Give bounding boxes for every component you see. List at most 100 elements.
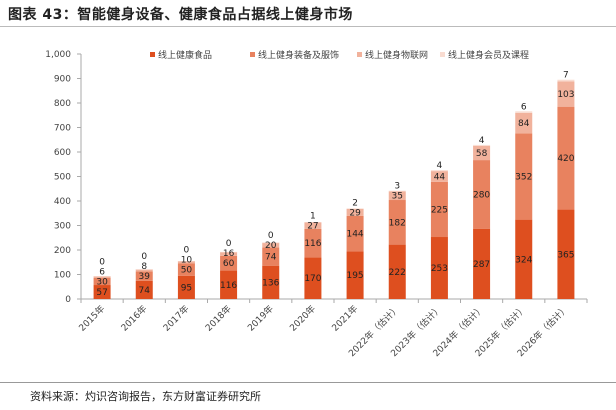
data-label: 182	[389, 218, 406, 228]
data-label: 4	[479, 136, 485, 146]
x-tick-label: 2021年	[329, 303, 360, 334]
bar-segment	[135, 271, 153, 281]
data-label: 352	[515, 173, 532, 183]
y-tick-label: 0	[65, 295, 71, 305]
data-label: 35	[392, 192, 403, 202]
bar-segment	[304, 222, 322, 223]
data-label: 74	[265, 253, 277, 263]
data-label: 287	[473, 260, 490, 270]
bar-segment	[262, 265, 280, 299]
bar-segment	[515, 112, 533, 134]
data-label: 365	[557, 250, 574, 260]
data-label: 0	[141, 252, 147, 262]
bar-segment	[430, 170, 448, 172]
data-label: 44	[434, 173, 446, 183]
x-tick-label: 2015年	[76, 303, 107, 334]
x-tick-label: 2016年	[118, 303, 149, 334]
data-label: 0	[99, 257, 105, 267]
y-tick-label: 600	[54, 148, 71, 158]
data-label: 6	[99, 267, 105, 277]
data-label: 420	[557, 154, 574, 164]
data-label: 3	[394, 182, 400, 192]
data-label: 60	[223, 259, 235, 269]
data-label: 57	[96, 288, 107, 298]
bar-segment	[557, 209, 575, 299]
y-tick-label: 900	[54, 75, 71, 85]
data-label: 30	[96, 277, 108, 287]
data-label: 170	[304, 274, 321, 284]
bar-segment	[262, 247, 280, 266]
bar-segment	[557, 81, 575, 107]
data-label: 280	[473, 190, 490, 200]
x-tick-label: 2020年	[287, 303, 318, 334]
data-label: 1	[310, 212, 316, 222]
data-label: 116	[220, 281, 237, 291]
stacked-bar-chart: 01002003004005006007008009001,0005730602…	[45, 49, 588, 359]
legend-swatch	[357, 52, 362, 57]
bar-segment	[388, 190, 406, 192]
legend-swatch	[150, 52, 155, 57]
bar-segment	[388, 200, 406, 245]
data-label: 324	[515, 255, 532, 265]
data-label: 95	[181, 283, 192, 293]
bar-segment	[93, 276, 111, 278]
legend-label: 线上健身装备及服饰	[258, 49, 339, 61]
figure-title: 图表 43：智能健身设备、健康食品占据线上健身市场	[8, 7, 353, 23]
legend-swatch	[250, 52, 255, 57]
bar-segment	[93, 276, 111, 277]
bar-segment	[430, 181, 448, 238]
bar-segment	[473, 228, 491, 299]
data-label: 84	[518, 119, 530, 129]
data-label: 2	[352, 198, 358, 208]
bar-segment	[473, 144, 491, 146]
bar-segment	[346, 208, 364, 209]
bar-segment	[430, 171, 448, 182]
data-label: 253	[431, 264, 448, 274]
bar-segment	[473, 145, 491, 161]
data-label: 58	[476, 149, 488, 159]
data-label: 50	[181, 266, 193, 276]
y-tick-label: 700	[54, 124, 71, 134]
bar-segment	[177, 261, 195, 262]
y-tick-label: 500	[54, 173, 71, 183]
bar-segment	[135, 269, 153, 270]
data-label: 27	[307, 222, 318, 232]
data-label: 74	[139, 286, 151, 296]
data-label: 0	[268, 231, 274, 241]
bar-segment	[177, 261, 195, 264]
data-label: 222	[389, 268, 406, 278]
data-label: 20	[265, 241, 277, 251]
bar-segment	[135, 280, 153, 299]
y-tick-label: 800	[54, 99, 71, 109]
bar-segment	[220, 251, 238, 256]
bar-segment	[93, 277, 111, 286]
bar-segment	[515, 219, 533, 299]
bar-segment	[262, 242, 280, 248]
data-label: 29	[349, 208, 361, 218]
data-label: 0	[226, 239, 232, 249]
data-label: 144	[346, 230, 363, 240]
bar-segment	[557, 106, 575, 210]
y-tick-label: 1,000	[45, 50, 71, 60]
data-label: 103	[557, 90, 574, 100]
source-note: 资料来源：灼识咨询报告，东方财富证券研究所	[30, 390, 261, 403]
bar-segment	[220, 255, 238, 271]
bar-segment	[388, 191, 406, 201]
bar-segment	[220, 270, 238, 299]
data-label: 195	[346, 271, 363, 281]
bar-segment	[304, 228, 322, 258]
legend-label: 线上健身会员及课程	[448, 49, 529, 61]
bar-segment	[346, 251, 364, 299]
source-divider	[0, 382, 616, 383]
bar-segment	[557, 79, 575, 82]
data-label: 16	[223, 249, 235, 259]
data-label: 116	[304, 239, 321, 249]
data-label: 0	[184, 246, 190, 256]
data-label: 225	[431, 205, 448, 215]
bar-segment	[346, 215, 364, 252]
data-label: 136	[262, 278, 279, 288]
y-tick-label: 100	[54, 271, 71, 281]
data-label: 8	[141, 262, 147, 272]
legend-swatch	[440, 52, 445, 57]
data-label: 4	[437, 161, 443, 171]
